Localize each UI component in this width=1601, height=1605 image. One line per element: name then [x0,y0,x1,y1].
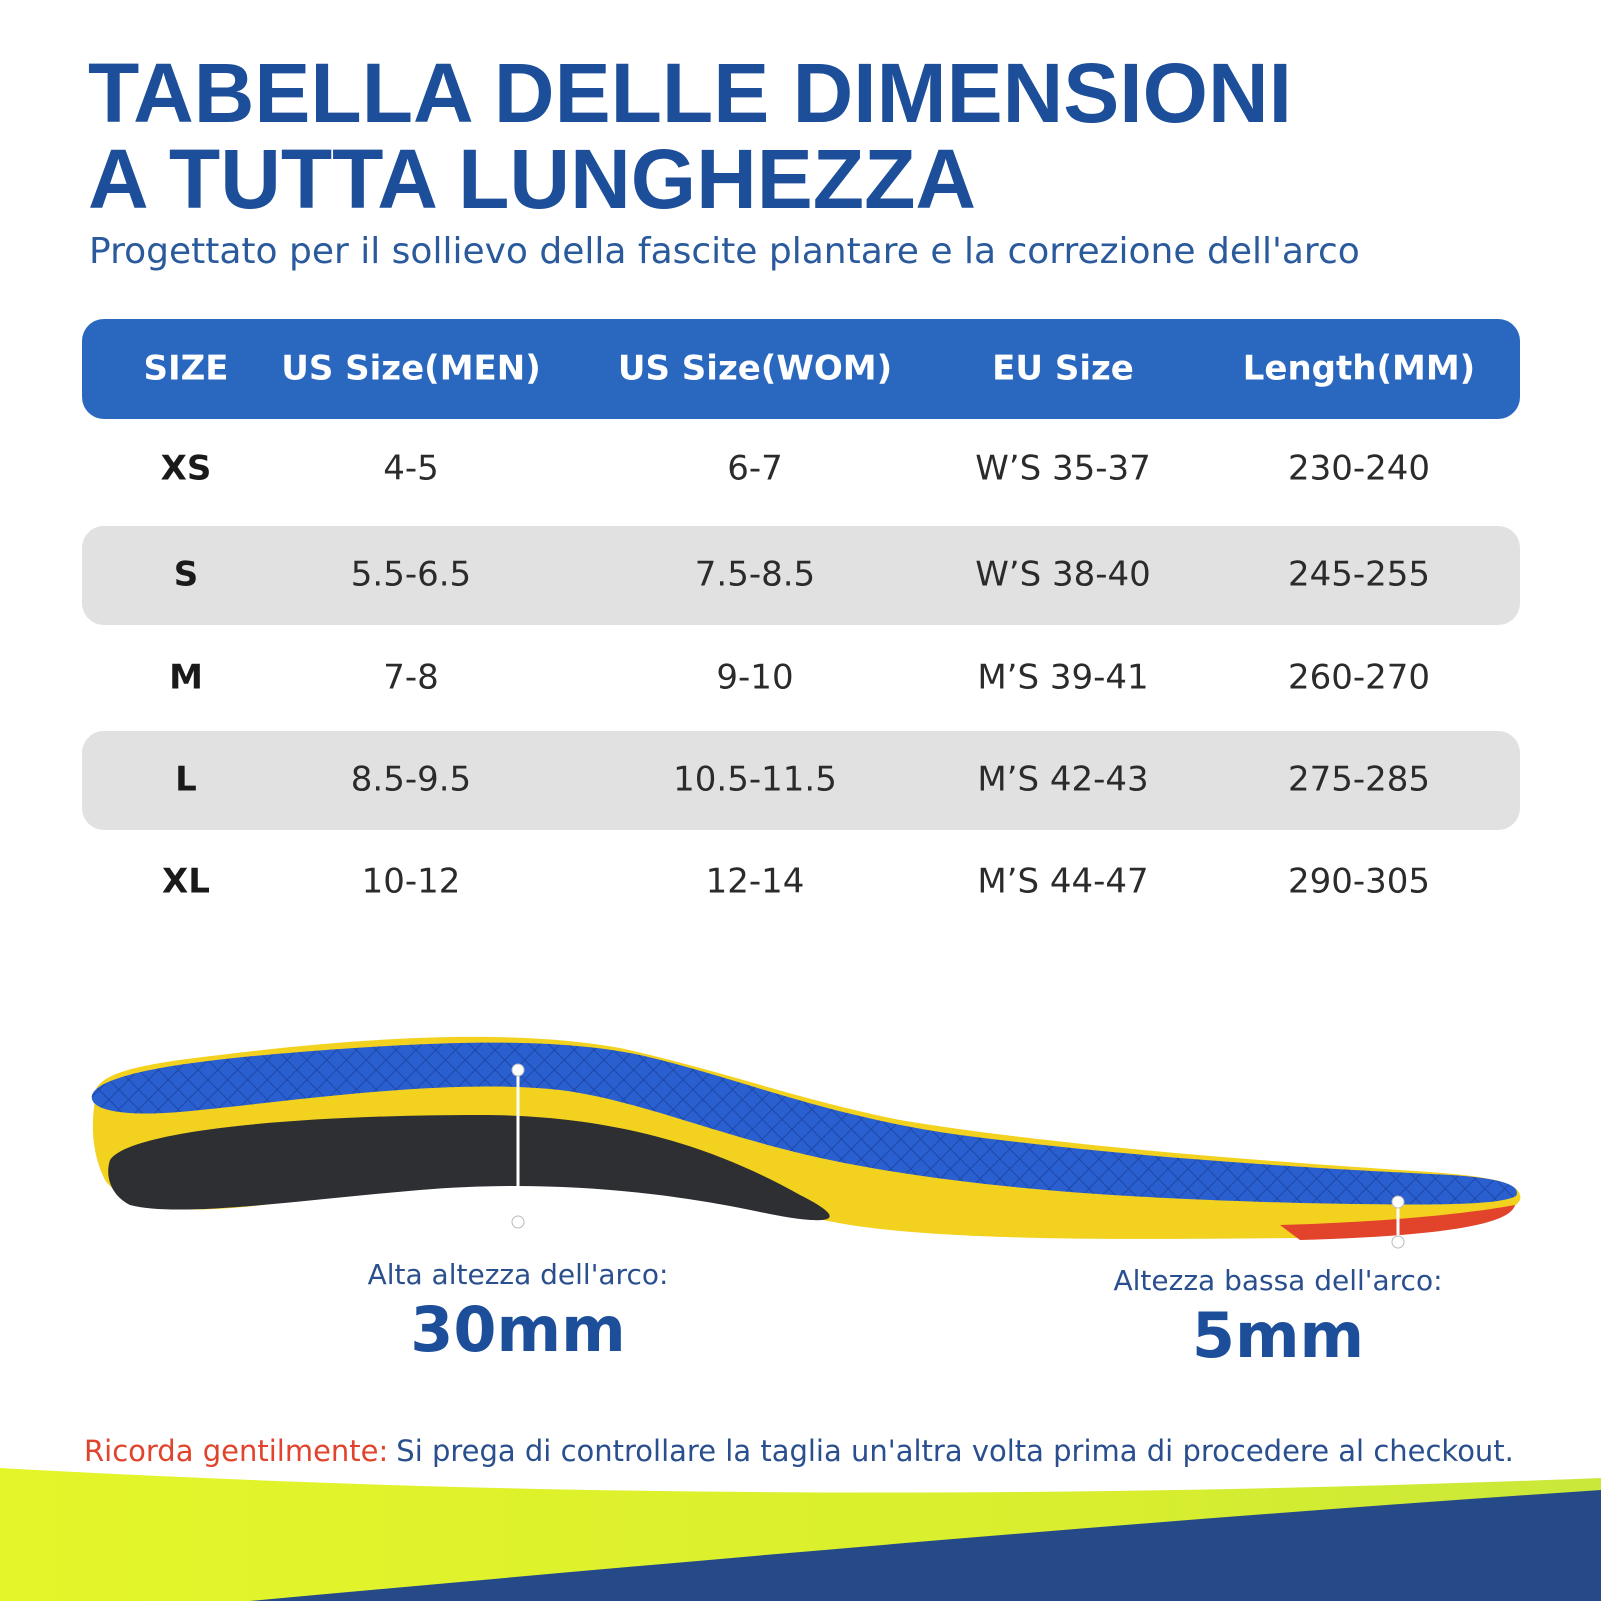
note-label: Ricorda gentilmente: [84,1434,388,1468]
table-cell: 7.5-8.5 [695,555,815,595]
title-line: TABELLA DELLE DIMENSIONI [88,46,1292,140]
table-cell: W’S 35-37 [975,449,1151,489]
swoosh-dark [250,1490,1601,1601]
column-header: US Size(WOM) [618,349,892,389]
table-cell: 9-10 [716,658,793,698]
table-cell: M’S 44-47 [977,862,1148,902]
table-cell: 4-5 [383,449,439,489]
note-text: Si prega di controllare la taglia un'alt… [396,1434,1514,1468]
column-header: EU Size [992,349,1134,389]
arch-label: Altezza bassa dell'arco: [1113,1264,1442,1297]
row-stripe [82,526,1520,625]
arch-label: Alta altezza dell'arco: [368,1258,669,1291]
table-cell: 275-285 [1288,760,1430,800]
table-cell: XL [162,862,210,902]
table-cell: 8.5-9.5 [351,760,471,800]
table-cell: 230-240 [1288,449,1430,489]
table-cell: 290-305 [1288,862,1430,902]
note: Ricorda gentilmente: Si prega di controll… [84,1434,1514,1468]
table-header-bar [82,319,1520,419]
table-cell: XS [161,449,212,489]
table-cell: 5.5-6.5 [351,555,471,595]
column-header: Length(MM) [1243,349,1475,389]
table-cell: L [175,760,197,800]
table-cell: W’S 38-40 [975,555,1151,595]
subtitle: Progettato per il sollievo della fascite… [89,231,1360,272]
table-cell: M’S 42-43 [977,760,1148,800]
table-cell: S [174,555,199,595]
table-cell: 6-7 [727,449,783,489]
table-cell: M’S 39-41 [977,658,1148,698]
table-cell: 10.5-11.5 [673,760,837,800]
table-cell: 245-255 [1288,555,1430,595]
table-cell: M [169,658,203,698]
table-cell: 260-270 [1288,658,1430,698]
title-line: A TUTTA LUNGHEZZA [88,132,976,226]
arch-value: 5mm [1192,1299,1364,1372]
column-header: US Size(MEN) [281,349,541,389]
row-stripe [82,731,1520,830]
arch-value: 30mm [410,1293,626,1366]
table-cell: 12-14 [706,862,805,902]
size-table: SIZE US Size(MEN) US Size(WOM) EU Size Lengt… [143,349,1475,902]
table-cell: 10-12 [362,862,461,902]
table-cell: 7-8 [383,658,439,698]
column-header: SIZE [143,349,228,389]
insole-illustration [91,1036,1521,1249]
